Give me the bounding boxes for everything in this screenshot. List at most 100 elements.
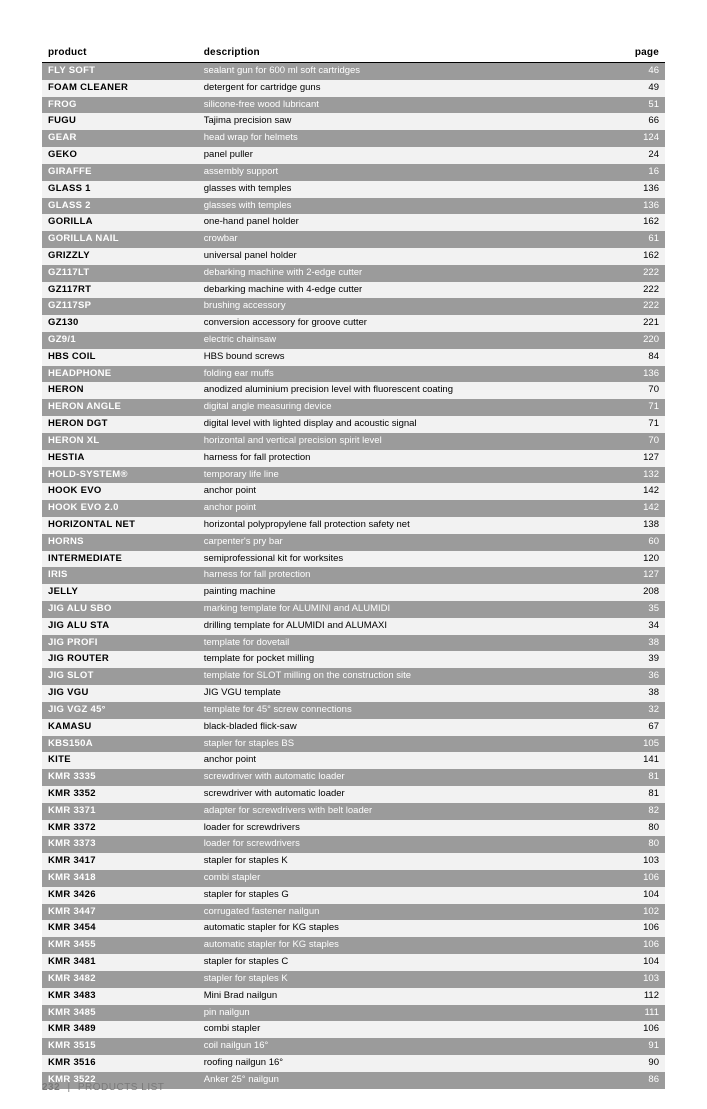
table-row: JIG ROUTERtemplate for pocket milling39 bbox=[42, 651, 665, 668]
table-row: KMR 3483Mini Brad nailgun112 bbox=[42, 988, 665, 1005]
cell-page: 132 bbox=[603, 467, 665, 484]
cell-page: 106 bbox=[603, 920, 665, 937]
cell-product: JIG VGZ 45° bbox=[42, 702, 198, 719]
cell-page: 80 bbox=[603, 820, 665, 837]
cell-description: HBS bound screws bbox=[198, 349, 603, 366]
table-row: FLY SOFTsealant gun for 600 ml soft cart… bbox=[42, 63, 665, 80]
cell-description: Mini Brad nailgun bbox=[198, 988, 603, 1005]
cell-product: KMR 3455 bbox=[42, 937, 198, 954]
cell-description: brushing accessory bbox=[198, 298, 603, 315]
cell-product: HERON bbox=[42, 382, 198, 399]
cell-product: JIG SLOT bbox=[42, 668, 198, 685]
table-row: KMR 3447corrugated fastener nailgun102 bbox=[42, 904, 665, 921]
cell-product: KMR 3371 bbox=[42, 803, 198, 820]
cell-page: 34 bbox=[603, 618, 665, 635]
cell-description: Tajima precision saw bbox=[198, 113, 603, 130]
cell-page: 36 bbox=[603, 668, 665, 685]
table-row: HESTIAharness for fall protection127 bbox=[42, 450, 665, 467]
table-row: KMR 3481stapler for staples C104 bbox=[42, 954, 665, 971]
cell-page: 38 bbox=[603, 685, 665, 702]
table-row: HOOK EVOanchor point142 bbox=[42, 483, 665, 500]
cell-page: 127 bbox=[603, 567, 665, 584]
table-row: KMR 3426stapler for staples G104 bbox=[42, 887, 665, 904]
cell-page: 39 bbox=[603, 651, 665, 668]
table-row: HBS COILHBS bound screws84 bbox=[42, 349, 665, 366]
table-row: KMR 3373loader for screwdrivers80 bbox=[42, 836, 665, 853]
table-row: KMR 3515coil nailgun 16°91 bbox=[42, 1038, 665, 1055]
cell-product: KMR 3516 bbox=[42, 1055, 198, 1072]
cell-product: KMR 3481 bbox=[42, 954, 198, 971]
cell-page: 70 bbox=[603, 433, 665, 450]
cell-page: 84 bbox=[603, 349, 665, 366]
footer-label: PRODUCTS LIST bbox=[78, 1082, 165, 1093]
cell-page: 82 bbox=[603, 803, 665, 820]
cell-page: 141 bbox=[603, 752, 665, 769]
cell-product: FUGU bbox=[42, 113, 198, 130]
cell-page: 32 bbox=[603, 702, 665, 719]
cell-product: JIG ROUTER bbox=[42, 651, 198, 668]
cell-product: HEADPHONE bbox=[42, 366, 198, 383]
cell-description: anchor point bbox=[198, 483, 603, 500]
cell-page: 49 bbox=[603, 80, 665, 97]
cell-page: 66 bbox=[603, 113, 665, 130]
cell-page: 111 bbox=[603, 1005, 665, 1022]
cell-page: 136 bbox=[603, 198, 665, 215]
table-row: KMR 3489combi stapler106 bbox=[42, 1021, 665, 1038]
table-row: KMR 3335screwdriver with automatic loade… bbox=[42, 769, 665, 786]
cell-description: one-hand panel holder bbox=[198, 214, 603, 231]
table-row: HEADPHONEfolding ear muffs136 bbox=[42, 366, 665, 383]
table-row: GLASS 1glasses with temples136 bbox=[42, 181, 665, 198]
cell-description: temporary life line bbox=[198, 467, 603, 484]
table-row: JIG PROFItemplate for dovetail38 bbox=[42, 635, 665, 652]
table-row: GLASS 2glasses with temples136 bbox=[42, 198, 665, 215]
cell-page: 124 bbox=[603, 130, 665, 147]
cell-product: GZ117RT bbox=[42, 282, 198, 299]
cell-description: conversion accessory for groove cutter bbox=[198, 315, 603, 332]
cell-product: KMR 3485 bbox=[42, 1005, 198, 1022]
cell-product: GZ9/1 bbox=[42, 332, 198, 349]
cell-description: anchor point bbox=[198, 752, 603, 769]
cell-product: GEKO bbox=[42, 147, 198, 164]
cell-page: 120 bbox=[603, 551, 665, 568]
cell-page: 103 bbox=[603, 971, 665, 988]
table-row: HORNScarpenter's pry bar60 bbox=[42, 534, 665, 551]
cell-product: KMR 3489 bbox=[42, 1021, 198, 1038]
cell-description: harness for fall protection bbox=[198, 567, 603, 584]
cell-product: KMR 3447 bbox=[42, 904, 198, 921]
cell-page: 51 bbox=[603, 97, 665, 114]
cell-product: HORNS bbox=[42, 534, 198, 551]
table-row: KMR 3516roofing nailgun 16°90 bbox=[42, 1055, 665, 1072]
cell-product: KMR 3373 bbox=[42, 836, 198, 853]
cell-page: 112 bbox=[603, 988, 665, 1005]
cell-product: GLASS 2 bbox=[42, 198, 198, 215]
table-row: HERONanodized aluminium precision level … bbox=[42, 382, 665, 399]
cell-page: 136 bbox=[603, 366, 665, 383]
cell-product: HERON DGT bbox=[42, 416, 198, 433]
cell-product: JIG VGU bbox=[42, 685, 198, 702]
cell-description: glasses with temples bbox=[198, 198, 603, 215]
footer-separator: | bbox=[67, 1082, 70, 1093]
cell-page: 81 bbox=[603, 786, 665, 803]
table-row: HERON DGTdigital level with lighted disp… bbox=[42, 416, 665, 433]
cell-description: template for dovetail bbox=[198, 635, 603, 652]
cell-page: 38 bbox=[603, 635, 665, 652]
cell-product: KMR 3372 bbox=[42, 820, 198, 837]
cell-product: JIG ALU SBO bbox=[42, 601, 198, 618]
cell-page: 46 bbox=[603, 63, 665, 80]
cell-page: 104 bbox=[603, 887, 665, 904]
cell-description: anchor point bbox=[198, 500, 603, 517]
cell-description: debarking machine with 4-edge cutter bbox=[198, 282, 603, 299]
products-table: product description page FLY SOFTsealant… bbox=[42, 42, 665, 1089]
page-number: 232 bbox=[42, 1082, 60, 1093]
table-row: JELLYpainting machine208 bbox=[42, 584, 665, 601]
table-row: GZ117RTdebarking machine with 4-edge cut… bbox=[42, 282, 665, 299]
cell-description: universal panel holder bbox=[198, 248, 603, 265]
cell-page: 106 bbox=[603, 870, 665, 887]
cell-page: 60 bbox=[603, 534, 665, 551]
cell-page: 104 bbox=[603, 954, 665, 971]
cell-page: 35 bbox=[603, 601, 665, 618]
table-row: FOAM CLEANERdetergent for cartridge guns… bbox=[42, 80, 665, 97]
cell-page: 136 bbox=[603, 181, 665, 198]
cell-page: 106 bbox=[603, 1021, 665, 1038]
table-row: GEKOpanel puller24 bbox=[42, 147, 665, 164]
